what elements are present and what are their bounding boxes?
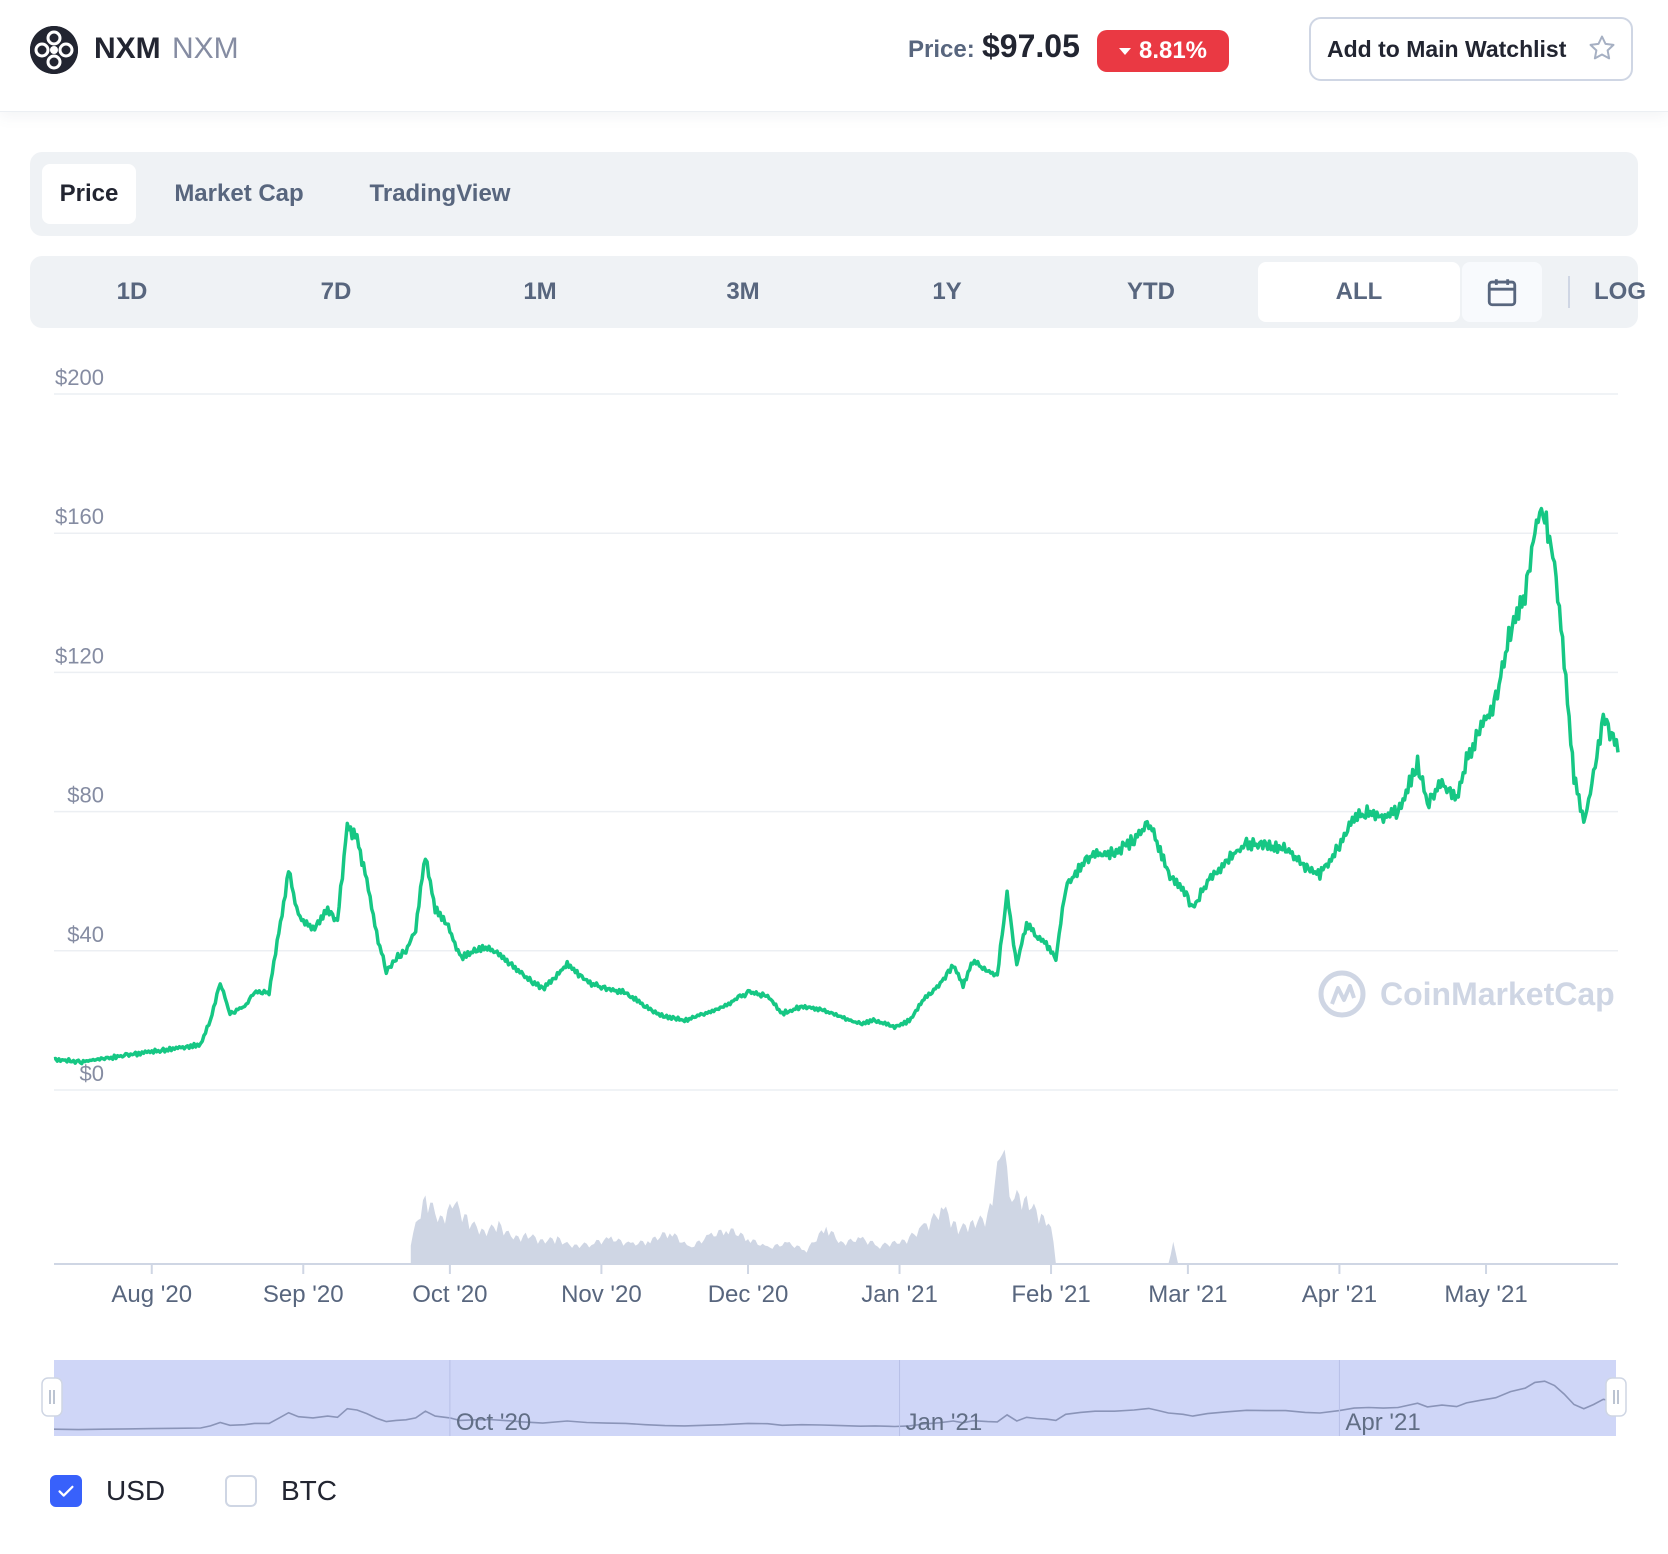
time-range-selector: 1D 7D 1M 3M 1Y YTD ALL LOG <box>30 256 1646 328</box>
navigator-tick-label: Jan '21 <box>906 1409 983 1436</box>
usd-label: USD <box>106 1475 166 1506</box>
coin-symbol: NXM <box>172 32 239 65</box>
range-all[interactable]: ALL <box>1258 262 1460 322</box>
chart-type-tabs: Price Market Cap TradingView <box>30 152 1638 236</box>
price-value: $97.05 <box>982 28 1080 64</box>
x-tick-label: Dec '20 <box>708 1281 789 1308</box>
nxm-logo-icon <box>30 26 78 74</box>
range-navigator[interactable]: Oct '20 Jan '21 Apr '21 <box>41 1360 1627 1436</box>
price-change-badge: 8.81% <box>1097 30 1229 72</box>
y-tick-label: $40 <box>67 922 104 947</box>
price-chart: $200 $160 $120 $80 $40 $0 CoinMarketCap Aug '… <box>41 365 1627 1436</box>
range-3m[interactable]: 3M <box>726 278 760 305</box>
x-tick-label: Oct '20 <box>412 1281 487 1308</box>
y-tick-label: $80 <box>67 783 104 808</box>
range-1m[interactable]: 1M <box>523 278 557 305</box>
x-tick-label: Jan '21 <box>861 1281 938 1308</box>
navigator-tick-label: Oct '20 <box>456 1409 531 1436</box>
y-tick-label: $200 <box>55 365 104 390</box>
tab-tradingview[interactable]: TradingView <box>369 180 511 207</box>
navigator-line <box>53 1380 1619 1431</box>
btc-label: BTC <box>281 1475 337 1506</box>
range-ytd[interactable]: YTD <box>1127 278 1175 305</box>
navigator-left-handle[interactable] <box>41 1377 63 1417</box>
x-tick-label: May '21 <box>1444 1281 1527 1308</box>
x-tick-label: Nov '20 <box>561 1281 642 1308</box>
x-tick-label: Aug '20 <box>111 1281 192 1308</box>
x-tick-label: Sep '20 <box>263 1281 344 1308</box>
btc-checkbox[interactable] <box>225 1475 257 1507</box>
y-axis: $200 $160 $120 $80 $40 $0 <box>55 365 104 1086</box>
currency-option-btc[interactable]: BTC <box>225 1474 337 1508</box>
navigator-tick-label: Apr '21 <box>1345 1409 1420 1436</box>
log-scale-button[interactable]: LOG <box>1594 278 1646 305</box>
coinmarketcap-logo-icon <box>1318 970 1366 1018</box>
star-icon <box>1589 35 1615 60</box>
range-divider <box>1568 276 1570 308</box>
range-1d[interactable]: 1D <box>116 278 148 305</box>
x-tick-label: Mar '21 <box>1148 1281 1227 1308</box>
coin-name: NXM <box>94 32 161 65</box>
calendar-button[interactable] <box>1462 262 1542 322</box>
x-tick-label: Apr '21 <box>1302 1281 1377 1308</box>
currency-option-usd[interactable]: USD <box>50 1474 165 1508</box>
price-change-value: 8.81% <box>1138 37 1208 64</box>
price-line <box>53 506 1620 1066</box>
calendar-icon <box>1487 279 1517 307</box>
x-axis: Aug '20 Sep '20 Oct '20 Nov '20 Dec '20 Jan '… <box>54 1263 1618 1308</box>
y-tick-label: $160 <box>55 504 104 529</box>
checkmark-icon <box>58 1485 74 1497</box>
watchlist-button-label: Add to Main Watchlist <box>1327 35 1567 62</box>
coinmarketcap-watermark: CoinMarketCap <box>1318 970 1615 1018</box>
range-1y[interactable]: 1Y <box>932 278 962 305</box>
navigator-right-handle[interactable] <box>1605 1377 1627 1417</box>
add-to-watchlist-button[interactable]: Add to Main Watchlist <box>1309 17 1633 81</box>
price-label: Price: <box>908 36 975 63</box>
volume-bars <box>410 1149 1179 1264</box>
coin-header: NXM NXM Price: $97.05 8.81% Add to Main … <box>0 0 1668 112</box>
usd-checkbox[interactable] <box>50 1475 82 1507</box>
volume-area <box>410 1149 1179 1264</box>
navigator-background <box>54 1360 1616 1436</box>
tab-price[interactable]: Price <box>42 164 136 224</box>
tab-market-cap[interactable]: Market Cap <box>174 180 304 207</box>
x-tick-label: Feb '21 <box>1011 1281 1090 1308</box>
y-tick-label: $120 <box>55 643 104 668</box>
watermark-text: CoinMarketCap <box>1380 976 1615 1012</box>
y-tick-label: $0 <box>80 1061 104 1086</box>
caret-down-icon <box>1118 47 1131 55</box>
navigator-ticks: Oct '20 Jan '21 Apr '21 <box>449 1360 1421 1436</box>
coinmarketcap-logo-mark <box>1330 984 1356 1005</box>
range-7d[interactable]: 7D <box>320 278 352 305</box>
